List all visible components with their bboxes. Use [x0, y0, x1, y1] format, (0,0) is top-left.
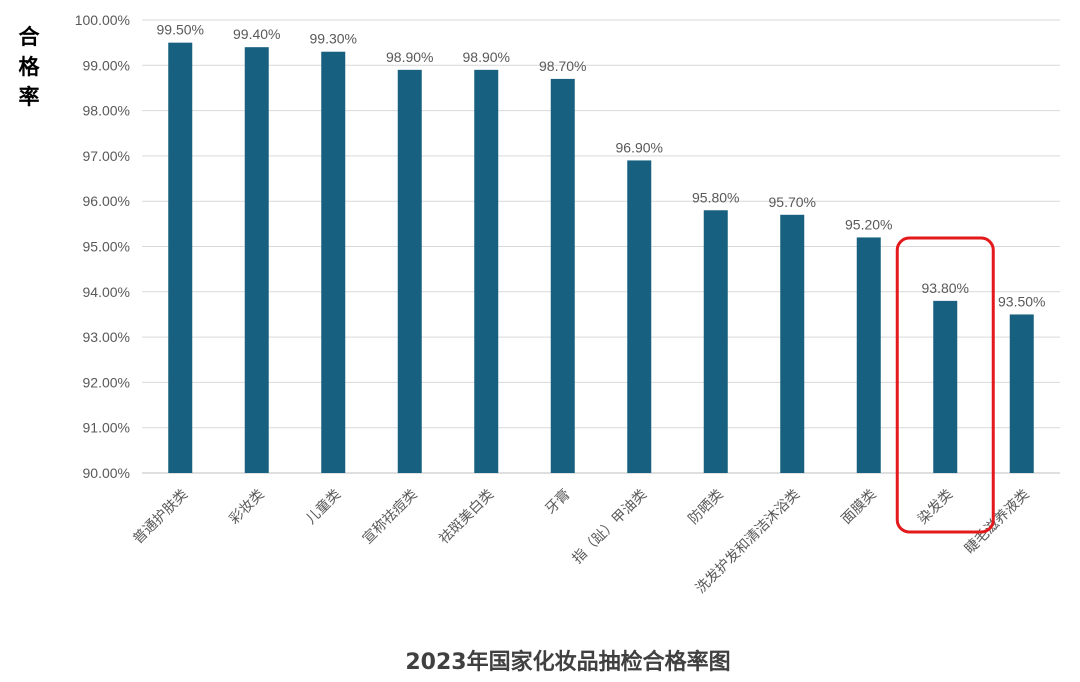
bars — [168, 42, 1034, 474]
data-label: 98.90% — [463, 49, 510, 65]
y-axis-label: 合格率 — [18, 25, 40, 109]
data-label: 93.50% — [998, 293, 1045, 309]
x-tick-label: 染发类 — [915, 487, 956, 528]
x-tick-label: 牙膏 — [542, 486, 574, 518]
data-label: 95.70% — [769, 194, 816, 210]
data-label: 95.20% — [845, 216, 892, 232]
y-tick-label: 96.00% — [83, 193, 130, 209]
data-label: 98.70% — [539, 58, 586, 74]
bar — [244, 47, 269, 474]
x-tick-label: 宣称祛痘类 — [360, 487, 421, 548]
y-tick-label: 92.00% — [83, 374, 130, 390]
x-tick-label: 祛斑美白类 — [436, 487, 497, 548]
bar — [780, 214, 805, 474]
x-tick-label: 指（趾）甲油类 — [569, 487, 650, 568]
x-tick-label: 防晒类 — [686, 487, 727, 528]
y-tick-label: 100.00% — [75, 12, 130, 28]
x-tick-label: 面膜类 — [839, 487, 880, 528]
bar — [703, 210, 728, 473]
x-tick-label: 普通护肤类 — [130, 487, 191, 548]
data-label: 99.50% — [157, 22, 204, 38]
y-tick-label: 91.00% — [83, 420, 130, 436]
bar — [168, 42, 193, 474]
bar — [474, 69, 499, 473]
gridlines — [142, 19, 1060, 474]
data-labels: 99.50% 99.40% 99.30% 98.90% 98.90% 98.70% 96.9… — [157, 22, 1046, 310]
bar — [550, 78, 575, 473]
data-label: 96.90% — [616, 139, 663, 155]
highlight-box — [895, 236, 995, 534]
bar — [321, 51, 346, 474]
y-tick-label: 90.00% — [83, 465, 130, 481]
data-label: 93.80% — [922, 280, 969, 296]
bar — [933, 300, 958, 473]
data-label: 95.80% — [692, 189, 739, 205]
y-tick-label: 97.00% — [83, 148, 130, 164]
chart-title: 2023年国家化妆品抽检合格率图 — [405, 650, 731, 675]
data-label: 98.90% — [386, 49, 433, 65]
x-tick-label: 儿童类 — [302, 486, 344, 528]
y-tick-label: 99.00% — [83, 57, 130, 73]
bar — [1009, 314, 1034, 473]
bar — [856, 237, 881, 473]
x-tick-label: 睫毛滋养液类 — [962, 487, 1033, 558]
x-tick-label: 彩妆类 — [227, 487, 268, 528]
y-tick-label: 93.00% — [83, 329, 130, 345]
bar — [397, 69, 422, 473]
y-tick-label: 98.00% — [83, 103, 130, 119]
y-axis-ticks: 90.00% 91.00% 92.00% 93.00% 94.00% 95.00% 96.0… — [75, 12, 130, 481]
bar — [627, 160, 652, 473]
y-tick-label: 94.00% — [83, 284, 130, 300]
y-tick-label: 95.00% — [83, 239, 130, 255]
data-label: 99.40% — [233, 26, 280, 42]
data-label: 99.30% — [310, 31, 357, 47]
